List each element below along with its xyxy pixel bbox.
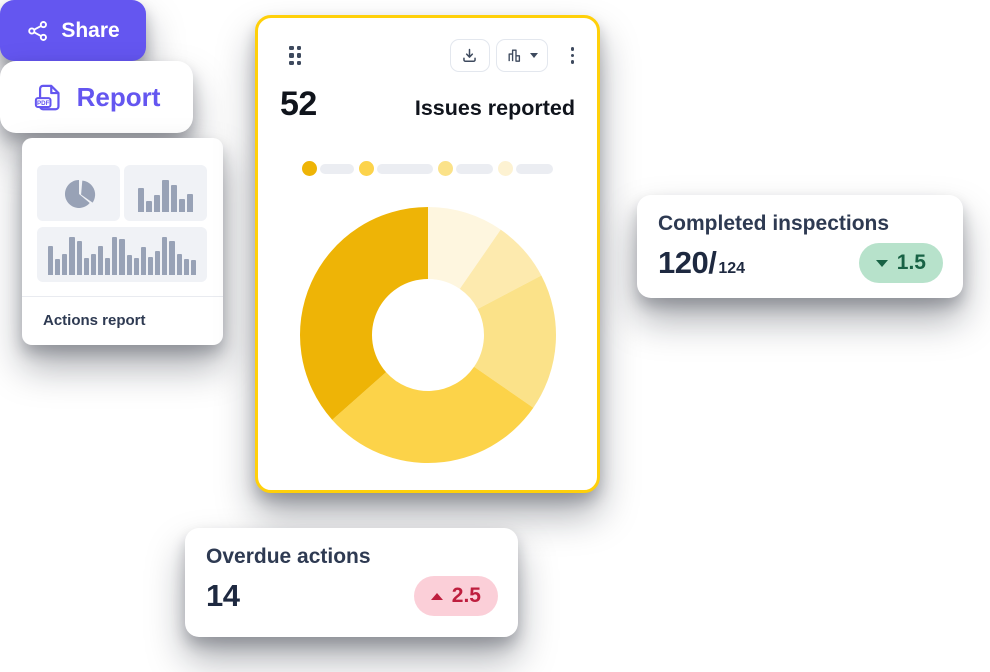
glyph-bar bbox=[112, 236, 118, 275]
legend-item[interactable] bbox=[359, 161, 433, 176]
svg-text:PDF: PDF bbox=[37, 100, 50, 107]
glyph-bar bbox=[48, 245, 54, 275]
glyph-bar bbox=[55, 259, 61, 275]
glyph-bar bbox=[119, 239, 125, 275]
trend-badge-down: 1.5 bbox=[858, 243, 943, 283]
legend-dot bbox=[498, 161, 513, 176]
more-options-button[interactable] bbox=[567, 43, 579, 68]
glyph-bar bbox=[162, 179, 169, 212]
trend-badge-up: 2.5 bbox=[413, 576, 498, 616]
issues-reported-widget: 52 Issues reported bbox=[255, 15, 600, 493]
completed-inspections-value: 120/ 124 bbox=[658, 245, 746, 280]
donut-segment[interactable] bbox=[459, 229, 541, 309]
chevron-down-icon bbox=[529, 53, 538, 58]
download-icon bbox=[460, 46, 479, 65]
wide-bar-chart-thumbnail bbox=[37, 227, 207, 282]
glyph-bar bbox=[62, 253, 68, 275]
glyph-bar bbox=[183, 258, 189, 275]
legend-label-placeholder bbox=[377, 163, 433, 174]
glyph-bar bbox=[187, 193, 194, 212]
share-button[interactable]: Share bbox=[0, 0, 146, 61]
share-button-label: Share bbox=[61, 18, 120, 42]
glyph-bar bbox=[137, 188, 144, 212]
donut-segment[interactable] bbox=[331, 366, 533, 463]
legend-dot bbox=[438, 161, 453, 176]
overdue-actions-card: Overdue actions 14 2.5 bbox=[185, 528, 518, 637]
actions-report-card[interactable]: Actions report bbox=[22, 138, 223, 345]
bar-chart-wide-glyph bbox=[48, 235, 196, 275]
glyph-bar bbox=[145, 200, 153, 212]
column-chart-icon bbox=[506, 47, 523, 64]
glyph-bar bbox=[105, 257, 111, 275]
triangle-up-icon bbox=[430, 592, 443, 600]
pie-chart-thumbnail bbox=[37, 165, 120, 221]
glyph-bar bbox=[76, 240, 82, 275]
glyph-bar bbox=[90, 253, 96, 275]
glyph-bar bbox=[176, 253, 182, 275]
completed-inspections-title: Completed inspections bbox=[658, 212, 890, 235]
legend-item[interactable] bbox=[438, 161, 493, 176]
glyph-bar bbox=[126, 255, 132, 275]
completed-inspections-card: Completed inspections 120/ 124 1.5 bbox=[637, 195, 963, 298]
legend-item[interactable] bbox=[302, 161, 354, 176]
glyph-bar bbox=[169, 240, 175, 275]
glyph-bar bbox=[154, 194, 161, 212]
widget-toolbar bbox=[258, 18, 597, 72]
donut-legend bbox=[258, 161, 597, 176]
overdue-actions-value: 14 bbox=[206, 578, 240, 613]
glyph-bar bbox=[162, 236, 168, 275]
glyph-bar bbox=[83, 257, 89, 275]
triangle-down-icon bbox=[875, 259, 888, 267]
glyph-bar bbox=[170, 184, 177, 212]
glyph-bar bbox=[190, 260, 196, 275]
legend-dot bbox=[359, 161, 374, 176]
legend-label-placeholder bbox=[516, 163, 553, 174]
glyph-bar bbox=[140, 246, 146, 275]
kebab-icon bbox=[570, 47, 574, 51]
donut-segment[interactable] bbox=[299, 207, 428, 420]
card-divider bbox=[22, 296, 223, 297]
report-button[interactable]: PDF Report bbox=[0, 61, 193, 133]
bar-chart-small-glyph bbox=[137, 174, 194, 212]
donut-chart[interactable] bbox=[299, 206, 557, 464]
actions-report-label: Actions report bbox=[43, 312, 146, 329]
legend-item[interactable] bbox=[498, 161, 553, 176]
issues-total-value: 52 bbox=[280, 85, 317, 123]
glyph-bar bbox=[69, 236, 75, 275]
glyph-bar bbox=[133, 257, 139, 275]
widget-title: Issues reported bbox=[414, 96, 575, 120]
issues-stat-row: 52 Issues reported bbox=[258, 72, 597, 124]
glyph-bar bbox=[147, 256, 154, 275]
glyph-bar bbox=[155, 251, 161, 275]
pdf-file-icon: PDF bbox=[33, 82, 64, 113]
bar-chart-thumbnail bbox=[124, 165, 207, 221]
glyph-bar bbox=[178, 199, 186, 212]
legend-dot bbox=[302, 161, 317, 176]
download-button[interactable] bbox=[449, 39, 490, 72]
chart-type-button[interactable] bbox=[495, 39, 548, 72]
glyph-bar bbox=[97, 245, 104, 275]
donut-segment[interactable] bbox=[427, 207, 501, 289]
drag-handle-icon[interactable] bbox=[289, 45, 301, 66]
legend-label-placeholder bbox=[456, 163, 493, 174]
overdue-actions-title: Overdue actions bbox=[206, 545, 371, 568]
donut-segment[interactable] bbox=[473, 275, 556, 408]
report-thumbnails bbox=[22, 138, 223, 282]
share-icon bbox=[26, 19, 50, 43]
legend-label-placeholder bbox=[320, 163, 354, 174]
pie-chart-glyph-icon bbox=[60, 174, 98, 212]
report-button-label: Report bbox=[76, 81, 161, 112]
